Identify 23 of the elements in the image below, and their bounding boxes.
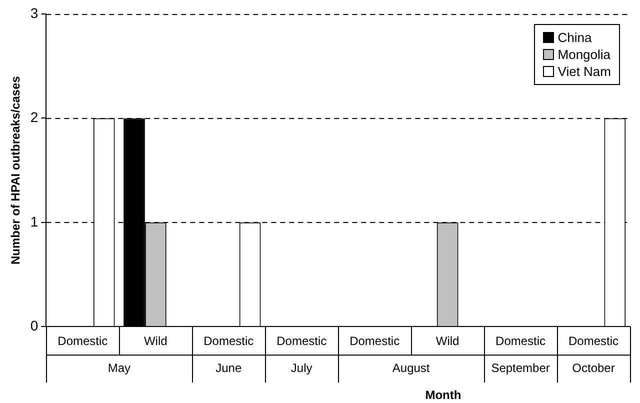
text: July	[290, 360, 312, 375]
legend-label: Mongolia	[558, 47, 611, 62]
x-tick-label: Domestic	[58, 334, 108, 348]
x-tick-label: Domestic	[568, 334, 619, 348]
text: May	[108, 360, 130, 375]
x-tick-label: Wild	[436, 334, 460, 348]
text: August	[392, 360, 430, 375]
x-tick-label: Wild	[144, 334, 168, 348]
y-tick-label: 3	[30, 4, 38, 21]
x-axis-title: Month	[425, 388, 462, 402]
y-axis-title: Number of HPAI outbreaks/cases	[8, 76, 23, 265]
y-tick-label: 2	[30, 109, 38, 126]
legend-label: Viet Nam	[558, 64, 611, 79]
text: June	[216, 360, 242, 375]
y-tick-label: 1	[30, 213, 38, 230]
y-tick-label: 0	[30, 317, 38, 334]
text: October	[572, 360, 615, 375]
legend-label: China	[558, 30, 592, 45]
x-tick-label: Domestic	[276, 334, 327, 348]
x-tick-label: Domestic	[350, 334, 400, 348]
x-tick-label: Domestic	[496, 334, 546, 348]
text: September	[491, 360, 550, 375]
x-tick-label: Domestic	[204, 334, 254, 348]
